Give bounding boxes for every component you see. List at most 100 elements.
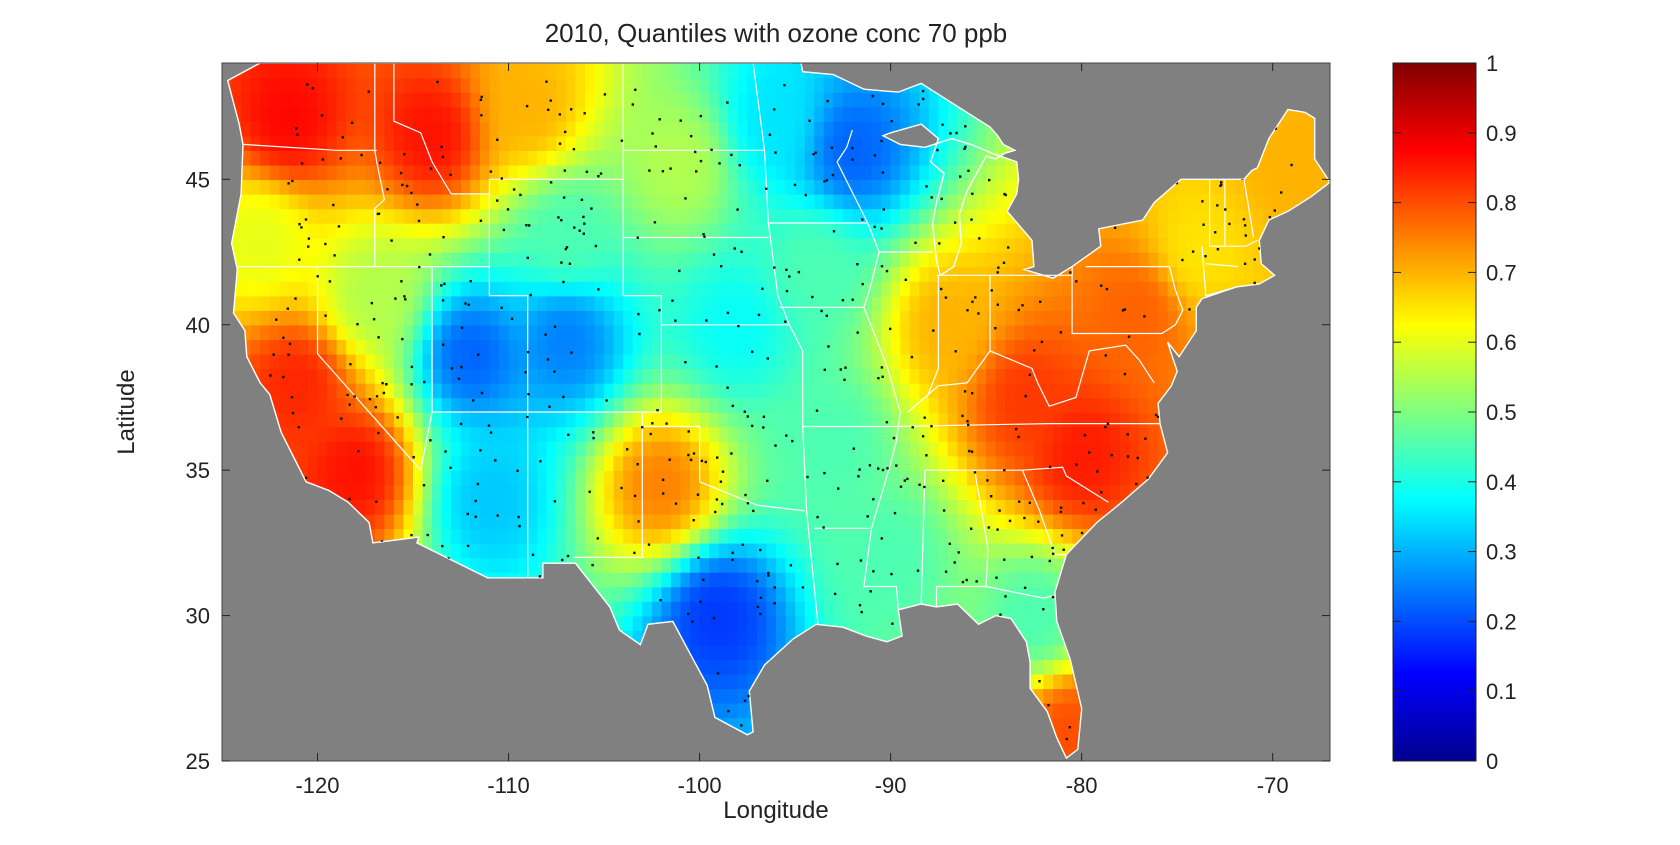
heat-cell [327,441,338,457]
heat-cell [393,63,405,79]
heat-cell [747,150,758,166]
heat-cell [842,121,854,137]
heat-cell [1053,484,1064,500]
heat-cell [785,368,796,384]
heat-cell [709,557,720,573]
heat-cell [479,484,491,500]
heat-cell [413,397,424,413]
heat-cell [642,208,653,224]
heat-cell [432,455,443,471]
heat-cell [518,237,529,253]
heat-cell [1119,426,1131,442]
heat-cell [833,281,844,297]
heat-cell [317,179,328,195]
heat-cell [374,397,386,413]
heat-cell [785,572,796,588]
heat-cell [1081,455,1093,471]
heat-cell [1119,382,1131,399]
heat-cell [718,542,730,559]
heat-cell [374,426,386,442]
heat-cell [508,441,519,457]
heat-cell [1033,281,1045,297]
heat-cell [881,455,892,471]
heat-cell [737,717,749,733]
heat-cell [1024,484,1035,500]
heat-cell [833,426,844,442]
heat-cell [909,368,921,384]
heat-cell [718,310,730,326]
heat-cell [728,339,739,355]
heat-cell [842,513,854,530]
heat-cell [1024,644,1035,660]
heat-cell [766,644,777,660]
heat-cell [776,150,787,166]
heat-cell [1100,484,1112,500]
heat-cell [317,382,328,399]
heat-cell [947,339,959,355]
heat-cell [613,237,624,253]
heat-cell [804,528,816,544]
heat-cell [308,368,319,384]
heat-cell [785,484,796,500]
heat-cell [862,135,873,151]
heat-cell [890,310,901,326]
heat-cell [1129,470,1140,486]
heat-cell [976,542,987,559]
heat-cell [833,397,844,413]
heat-cell [661,397,672,413]
heat-cell [594,193,605,210]
heat-cell [613,368,624,384]
heat-cell [795,237,806,253]
heat-cell [565,135,577,151]
heat-cell [919,339,930,355]
heat-cell [594,484,605,500]
heat-cell [594,77,605,93]
heat-cell [565,470,577,486]
heat-cell [604,572,615,588]
heat-cell [288,368,300,384]
heat-cell [384,106,395,122]
heat-cell [995,557,1007,573]
heat-cell [499,310,510,326]
heat-cell [250,281,262,297]
heat-cell [327,179,338,195]
heat-cell [508,557,519,573]
heat-cell [355,281,367,297]
heat-cell [422,441,433,457]
heat-cell [556,63,567,79]
heat-cell [1119,470,1131,486]
heat-cell [336,121,347,137]
heat-cell [565,426,577,442]
heat-cell [795,353,806,370]
heat-cell [862,615,873,631]
heat-cell [1033,397,1045,413]
heat-cell [1148,223,1159,239]
heat-cell [1081,412,1093,428]
heat-cell [1043,382,1054,399]
heat-cell [499,339,510,355]
heat-cell [833,237,844,253]
heat-cell [833,324,844,341]
heat-cell [279,106,290,122]
heat-cell [871,557,882,573]
heat-cell [766,513,777,530]
heat-cell [986,397,997,413]
heat-cell [499,513,510,530]
heat-cell [699,150,710,166]
heat-cell [947,237,959,253]
heat-cell [823,150,835,166]
heat-cell [288,179,300,195]
heat-cell [556,324,567,341]
heat-cell [1062,673,1073,690]
heat-cell [967,121,978,137]
heat-cell [862,339,873,355]
heat-cell [642,310,653,326]
heat-cell [451,266,462,282]
heat-cell [1129,382,1140,399]
heat-cell [479,63,491,79]
heat-cell [919,324,930,341]
heat-cell [1129,339,1140,355]
heat-cell [288,92,300,108]
heat-cell [1139,470,1150,486]
heat-cell [393,193,405,210]
